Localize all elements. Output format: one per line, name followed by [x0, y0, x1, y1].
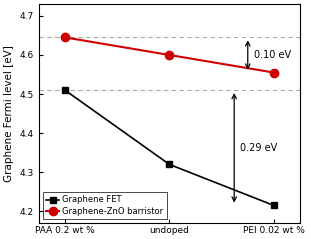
Graphene FET — [168, 163, 171, 166]
Graphene FET — [63, 89, 67, 92]
Text: 0.10 eV: 0.10 eV — [254, 50, 291, 60]
Graphene FET — [272, 204, 276, 207]
Line: Graphene-ZnO barristor: Graphene-ZnO barristor — [61, 33, 278, 77]
Line: Graphene FET: Graphene FET — [62, 87, 277, 209]
Graphene-ZnO barristor — [272, 71, 276, 74]
Graphene-ZnO barristor — [168, 54, 171, 56]
Text: 0.29 eV: 0.29 eV — [240, 143, 278, 153]
Legend: Graphene FET, Graphene-ZnO barristor: Graphene FET, Graphene-ZnO barristor — [43, 192, 167, 219]
Y-axis label: Graphene Fermi level [eV]: Graphene Fermi level [eV] — [4, 45, 14, 182]
Graphene-ZnO barristor — [63, 36, 67, 39]
